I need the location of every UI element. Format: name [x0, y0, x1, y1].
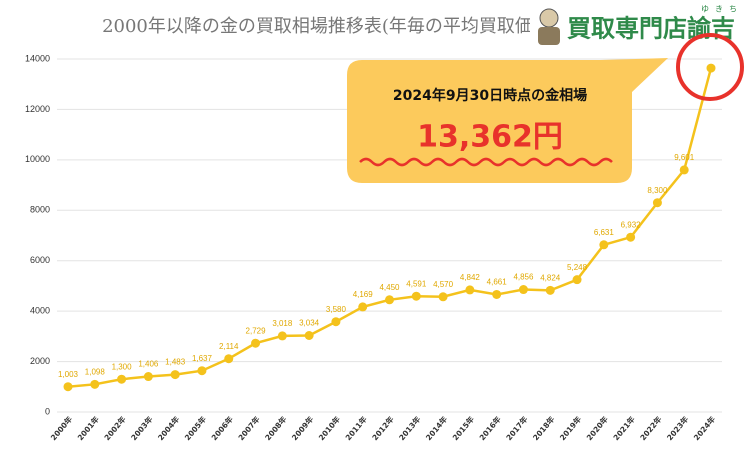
value-label: 8,300	[647, 186, 668, 195]
logo: 買取専門店諭吉 ゆきち	[530, 0, 750, 50]
callout-label: 2024年9月30日時点の金相場	[393, 87, 587, 104]
value-label: 4,591	[406, 279, 427, 288]
value-label: 1,637	[192, 354, 213, 363]
point	[304, 330, 314, 340]
point	[652, 198, 662, 208]
point	[358, 302, 368, 312]
point	[197, 366, 207, 376]
callout-price: 13,362円	[417, 120, 563, 155]
value-label: 3,034	[299, 319, 320, 328]
point	[331, 317, 341, 327]
x-tick-label: 2020年	[584, 414, 610, 443]
x-tick-label: 2007年	[236, 414, 262, 443]
logo-face	[539, 8, 559, 28]
value-label: 3,580	[326, 305, 347, 314]
x-tick-label: 2023年	[664, 414, 690, 443]
x-tick-label: 2018年	[530, 414, 556, 443]
value-label: 4,661	[487, 278, 508, 287]
x-tick-label: 2016年	[477, 414, 503, 443]
chart-title: 2000年以降の金の買取相場推移表(年毎の平均買取価格)	[102, 16, 558, 37]
logo-body	[538, 27, 560, 45]
value-label: 1,300	[112, 362, 133, 371]
x-tick-label: 2005年	[182, 414, 208, 443]
value-label: 4,570	[433, 280, 454, 289]
logo-bg	[530, 0, 750, 50]
point	[90, 379, 100, 389]
value-label: 9,601	[674, 153, 695, 162]
value-label: 4,169	[353, 290, 374, 299]
point	[572, 275, 582, 285]
x-tick-label: 2014年	[423, 414, 449, 443]
point	[492, 289, 502, 299]
x-tick-label: 2000年	[48, 414, 74, 443]
value-label: 3,018	[272, 319, 293, 328]
x-tick-label: 2015年	[450, 414, 476, 443]
point	[706, 63, 716, 73]
value-label: 4,842	[460, 273, 481, 282]
x-tick-label: 2001年	[75, 414, 101, 443]
point	[411, 291, 421, 301]
value-label: 6,631	[594, 228, 615, 237]
x-tick-label: 2003年	[129, 414, 155, 443]
point	[545, 285, 555, 295]
x-tick-label: 2021年	[611, 414, 637, 443]
y-tick-label: 4000	[30, 306, 50, 316]
x-tick-label: 2024年	[691, 414, 717, 443]
point	[251, 338, 261, 348]
value-label: 1,003	[58, 370, 79, 379]
x-tick-label: 2017年	[504, 414, 530, 443]
point	[277, 331, 287, 341]
x-tick-label: 2004年	[155, 414, 181, 443]
value-label: 5,248	[567, 263, 588, 272]
x-tick-label: 2012年	[370, 414, 396, 443]
value-label: 4,856	[513, 273, 534, 282]
callout: 2024年9月30日時点の金相場 13,362円	[347, 58, 668, 183]
point	[518, 285, 528, 295]
x-tick-label: 2010年	[316, 414, 342, 443]
point	[679, 165, 689, 175]
point	[599, 240, 609, 250]
point	[63, 382, 73, 392]
point	[465, 285, 475, 295]
x-tick-label: 2011年	[343, 414, 369, 443]
value-label: 4,450	[379, 283, 400, 292]
y-tick-label: 2000	[30, 356, 50, 366]
x-tick-label: 2006年	[209, 414, 235, 443]
value-label: 1,098	[85, 367, 106, 376]
point	[143, 372, 153, 382]
point	[385, 295, 394, 305]
x-tick-label: 2019年	[557, 414, 583, 443]
point	[626, 232, 636, 242]
point	[170, 370, 180, 380]
x-tick-label: 2009年	[289, 414, 315, 443]
value-label: 2,114	[219, 342, 239, 351]
y-tick-label: 12000	[25, 104, 50, 114]
callout-wave	[359, 157, 613, 167]
value-label: 2,729	[246, 326, 267, 335]
point	[438, 292, 448, 302]
value-label: 6,932	[621, 220, 642, 229]
y-tick-label: 0	[45, 406, 50, 416]
highlight-circle	[676, 33, 744, 101]
y-tick-label: 10000	[25, 154, 50, 164]
x-tick-label: 2022年	[638, 414, 664, 443]
value-label: 1,406	[138, 360, 159, 369]
y-tick-label: 8000	[30, 205, 50, 215]
value-label: 4,824	[540, 273, 561, 282]
point	[224, 354, 234, 364]
logo-text: 買取専門店諭吉	[567, 14, 735, 43]
x-tick-label: 2002年	[102, 414, 128, 443]
point	[117, 374, 127, 384]
x-tick-label: 2013年	[396, 414, 422, 443]
y-tick-label: 6000	[30, 255, 50, 265]
y-tick-label: 14000	[25, 53, 50, 63]
callout-box	[347, 58, 668, 183]
x-tick-label: 2008年	[262, 414, 288, 443]
value-label: 1,483	[165, 358, 186, 367]
logo-ruby: ゆきち	[701, 5, 743, 14]
